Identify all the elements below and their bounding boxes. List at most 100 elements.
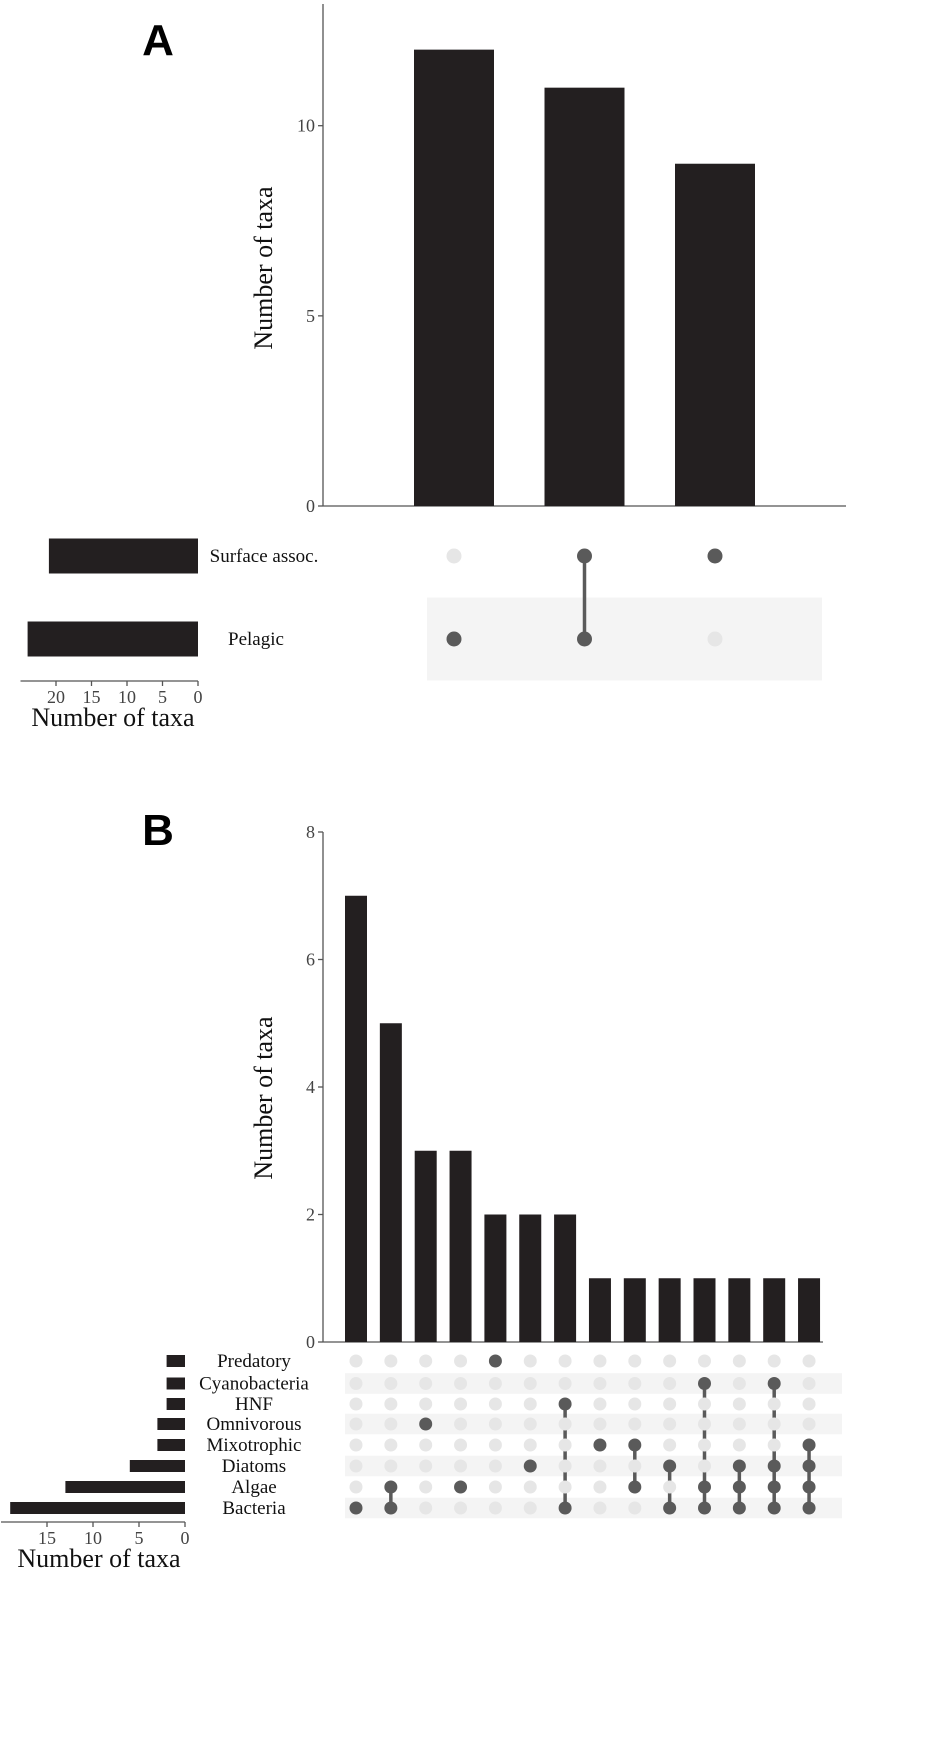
set-size-bar: [166, 1398, 185, 1410]
set-size-axis-label: Number of taxa: [31, 703, 195, 732]
matrix-dot-inactive: [767, 1438, 781, 1452]
matrix-dot-inactive: [523, 1417, 537, 1431]
matrix-dot-active: [523, 1459, 537, 1473]
matrix-dot-inactive: [698, 1417, 711, 1431]
intersection-bar: [414, 49, 494, 507]
matrix-dot-inactive: [698, 1397, 711, 1411]
set-label: Omnivorous: [207, 1414, 302, 1435]
matrix-dot-inactive: [707, 631, 723, 647]
matrix-dot-active: [663, 1501, 677, 1515]
matrix-dot-inactive: [767, 1417, 781, 1431]
matrix-row-band: [427, 597, 822, 681]
matrix-dot-inactive: [419, 1354, 433, 1368]
matrix-dot-inactive: [663, 1417, 677, 1431]
matrix-dot-active: [698, 1480, 711, 1494]
matrix-dot-inactive: [523, 1354, 537, 1368]
matrix-dot-inactive: [488, 1438, 502, 1452]
panel-label-b: B: [142, 806, 174, 855]
intersection-bar: [763, 1278, 786, 1342]
matrix-dot-inactive: [698, 1459, 711, 1473]
set-size-bar: [157, 1439, 185, 1451]
matrix-dot-inactive: [593, 1377, 607, 1390]
set-size-axis-label: Number of taxa: [17, 1544, 181, 1573]
matrix-dot-inactive: [593, 1417, 607, 1431]
set-size-bar: [27, 621, 198, 657]
matrix-dot-inactive: [349, 1397, 363, 1411]
matrix-dot-active: [488, 1354, 502, 1368]
matrix-dot-inactive: [732, 1377, 746, 1390]
matrix-dot-inactive: [593, 1480, 607, 1494]
matrix-dot-inactive: [628, 1377, 642, 1390]
matrix-dot-inactive: [663, 1438, 677, 1452]
set-size-tick-label: 5: [135, 1528, 144, 1548]
matrix-dot-inactive: [419, 1438, 433, 1452]
matrix-dot-inactive: [419, 1459, 433, 1473]
intersection-bar: [588, 1278, 611, 1342]
matrix-dot-inactive: [698, 1438, 711, 1452]
matrix-dot-inactive: [593, 1459, 607, 1473]
set-label: Bacteria: [222, 1498, 286, 1519]
matrix-dot-active: [767, 1459, 781, 1473]
y-axis-label: Number of taxa: [249, 186, 278, 350]
matrix-dot-inactive: [628, 1354, 642, 1368]
matrix-dot-inactive: [593, 1397, 607, 1411]
matrix-dot-inactive: [419, 1480, 433, 1494]
matrix-dot-inactive: [419, 1397, 433, 1411]
intersection-bar: [414, 1150, 437, 1342]
matrix-dot-inactive: [767, 1397, 781, 1411]
matrix-dot-inactive: [488, 1397, 502, 1411]
matrix-dot-inactive: [523, 1438, 537, 1452]
matrix-dot-inactive: [488, 1501, 502, 1515]
set-size-bar: [10, 1502, 186, 1514]
matrix-dot-inactive: [593, 1501, 607, 1515]
set-label: Pelagic: [228, 629, 284, 650]
intersection-bar: [728, 1278, 751, 1342]
matrix-dot-inactive: [419, 1377, 433, 1390]
intersection-bar: [675, 163, 755, 506]
matrix-dot-active: [558, 1397, 572, 1411]
intersection-bar: [554, 1214, 577, 1342]
matrix-dot-inactive: [523, 1480, 537, 1494]
intersection-bar: [449, 1150, 472, 1342]
matrix-dot-inactive: [446, 548, 462, 564]
set-label: Algae: [231, 1477, 276, 1498]
y-tick-label: 6: [306, 950, 315, 970]
matrix-dot-inactive: [488, 1417, 502, 1431]
matrix-dot-active: [732, 1459, 746, 1473]
matrix-dot-inactive: [349, 1377, 363, 1390]
set-label: Cyanobacteria: [199, 1374, 309, 1395]
matrix-dot-inactive: [349, 1438, 363, 1452]
matrix-dot-inactive: [628, 1397, 642, 1411]
matrix-dot-inactive: [454, 1377, 468, 1390]
matrix-dot-inactive: [802, 1417, 816, 1431]
matrix-dot-inactive: [802, 1354, 816, 1368]
matrix-dot-inactive: [732, 1417, 746, 1431]
matrix-dot-active: [802, 1480, 816, 1494]
matrix-dot-inactive: [558, 1480, 572, 1494]
set-size-bar: [166, 1377, 185, 1390]
set-label: Diatoms: [222, 1456, 286, 1477]
matrix-dot-inactive: [349, 1480, 363, 1494]
matrix-dot-active: [577, 548, 592, 564]
matrix-dot-active: [628, 1480, 642, 1494]
matrix-dot-active: [558, 1501, 572, 1515]
matrix-dot-active: [707, 548, 723, 564]
y-tick-label: 10: [297, 116, 315, 136]
panel-label-a: A: [142, 16, 174, 65]
set-size-bar: [157, 1418, 185, 1430]
y-tick-label: 0: [306, 496, 315, 516]
matrix-dot-active: [454, 1480, 468, 1494]
matrix-dot-active: [384, 1480, 398, 1494]
matrix-dot-active: [349, 1501, 363, 1515]
matrix-dot-inactive: [454, 1354, 468, 1368]
matrix-dot-inactive: [349, 1459, 363, 1473]
matrix-dot-inactive: [802, 1397, 816, 1411]
matrix-dot-inactive: [628, 1459, 642, 1473]
matrix-dot-inactive: [663, 1480, 677, 1494]
matrix-dot-inactive: [384, 1417, 398, 1431]
matrix-dot-inactive: [767, 1354, 781, 1368]
matrix-dot-active: [767, 1377, 781, 1390]
matrix-dot-inactive: [732, 1397, 746, 1411]
intersection-bar: [379, 1023, 402, 1342]
